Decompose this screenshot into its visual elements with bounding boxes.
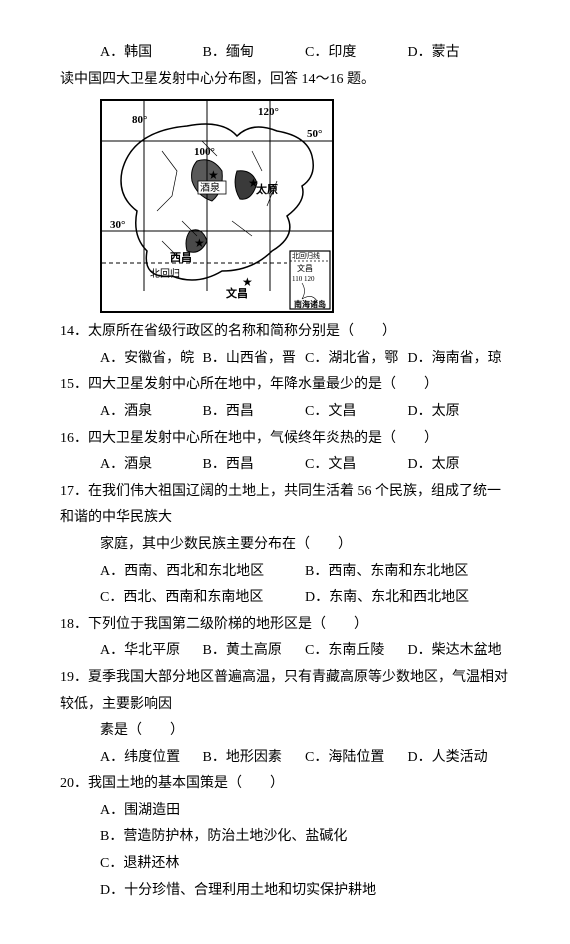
- q16-options: A．酒泉 B．西昌 C．文昌 D．太原: [60, 452, 510, 479]
- q19-opt-b: B．地形因素: [203, 745, 306, 772]
- map-lon120: 120°: [258, 106, 279, 118]
- q15-opt-d: D．太原: [408, 399, 511, 426]
- q19-opt-d: D．人类活动: [408, 745, 511, 772]
- q15-opt-a: A．酒泉: [100, 399, 203, 426]
- q18-opt-c: C．东南丘陵: [305, 638, 408, 665]
- map-xichang: 西昌: [170, 251, 192, 264]
- q13-opt-c: C．印度: [305, 40, 408, 67]
- q13-opt-d: D．蒙古: [408, 40, 511, 67]
- q13-opt-a: A．韩国: [100, 40, 203, 67]
- map-wenchang2: 文昌: [297, 263, 313, 273]
- q17-opt-b: B．西南、东南和东北地区: [305, 559, 510, 586]
- q17-opt-d: D．东南、东北和西北地区: [305, 585, 510, 612]
- q16-stem: 16．四大卫星发射中心所在地中，气候终年炎热的是（ ）: [60, 426, 510, 453]
- map-inset-l1: 110 120: [292, 275, 315, 283]
- q19-opt-c: C．海陆位置: [305, 745, 408, 772]
- svg-text:★: ★: [194, 236, 205, 250]
- map-nanhai: 南海诸岛: [294, 299, 326, 309]
- q14-stem: 14．太原所在省级行政区的名称和简称分别是（ ）: [60, 319, 510, 346]
- q18-opt-b: B．黄土高原: [203, 638, 306, 665]
- q19-stem2: 素是（ ）: [60, 718, 510, 745]
- q18-opt-d: D．柴达木盆地: [408, 638, 511, 665]
- q14-opt-d: D．海南省，琼: [408, 346, 511, 373]
- q19-stem1: 19．夏季我国大部分地区普遍高温，只有青藏高原等少数地区，气温相对较低，主要影响…: [60, 665, 510, 718]
- q20-opt-c: C．退耕还林: [100, 851, 510, 878]
- q19-options: A．纬度位置 B．地形因素 C．海陆位置 D．人类活动: [60, 745, 510, 772]
- map-taiyuan: 太原: [255, 182, 278, 196]
- map-lon100: 100°: [194, 146, 215, 158]
- q20-options: A．围湖造田 B．营造防护林，防治土地沙化、盐碱化 C．退耕还林 D．十分珍惜、…: [60, 798, 510, 904]
- q17-opt-c: C．西北、西南和东南地区: [100, 585, 305, 612]
- q17-row1: A．西南、西北和东北地区 B．西南、东南和东北地区: [60, 559, 510, 586]
- q15-stem: 15．四大卫星发射中心所在地中，年降水量最少的是（ ）: [60, 372, 510, 399]
- q15-opt-c: C．文昌: [305, 399, 408, 426]
- q16-opt-b: B．西昌: [203, 452, 306, 479]
- map-jiuquan: 酒泉: [200, 181, 220, 194]
- map-lat30: 30°: [110, 219, 125, 231]
- map-lat50: 50°: [307, 128, 322, 140]
- map-tropic2: 北回归线: [292, 251, 320, 260]
- q17-row2: C．西北、西南和东南地区 D．东南、东北和西北地区: [60, 585, 510, 612]
- q20-stem: 20．我国土地的基本国策是（ ）: [60, 771, 510, 798]
- q20-opt-d: D．十分珍惜、合理利用土地和切实保护耕地: [100, 878, 510, 905]
- q20-opt-b: B．营造防护林，防治土地沙化、盐碱化: [100, 824, 510, 851]
- q17-stem1: 17．在我们伟大祖国辽阔的土地上，共同生活着 56 个民族，组成了统一和谐的中华…: [60, 479, 510, 532]
- q16-opt-a: A．酒泉: [100, 452, 203, 479]
- q14-opt-b: B．山西省，晋: [203, 346, 306, 373]
- q14-opt-c: C．湖北省，鄂: [305, 346, 408, 373]
- q16-opt-d: D．太原: [408, 452, 511, 479]
- q14-options: A．安徽省，皖 B．山西省，晋 C．湖北省，鄂 D．海南省，琼: [60, 346, 510, 373]
- q17-opt-a: A．西南、西北和东北地区: [100, 559, 305, 586]
- map-lon80: 80°: [132, 114, 147, 126]
- q17-stem2: 家庭，其中少数民族主要分布在（ ）: [60, 532, 510, 559]
- map-wenchang: 文昌: [226, 286, 248, 300]
- q18-opt-a: A．华北平原: [100, 638, 203, 665]
- q20-opt-a: A．围湖造田: [100, 798, 510, 825]
- svg-text:★: ★: [208, 168, 219, 182]
- q16-opt-c: C．文昌: [305, 452, 408, 479]
- q13-opt-b: B．缅甸: [203, 40, 306, 67]
- svg-text:★: ★: [242, 275, 253, 289]
- q19-opt-a: A．纬度位置: [100, 745, 203, 772]
- china-map: ★ ★ ★ ★ 80° 100° 120° 50° 30° 酒泉 太原 西昌 文…: [100, 99, 334, 313]
- q15-options: A．酒泉 B．西昌 C．文昌 D．太原: [60, 399, 510, 426]
- q18-options: A．华北平原 B．黄土高原 C．东南丘陵 D．柴达木盆地: [60, 638, 510, 665]
- q14-opt-a: A．安徽省，皖: [100, 346, 203, 373]
- q15-opt-b: B．西昌: [203, 399, 306, 426]
- map-tropic: 北回归: [150, 267, 180, 280]
- q18-stem: 18．下列位于我国第二级阶梯的地形区是（ ）: [60, 612, 510, 639]
- map-intro: 读中国四大卫星发射中心分布图，回答 14～16 题。: [60, 67, 510, 94]
- q13-options: A．韩国 B．缅甸 C．印度 D．蒙古: [60, 40, 510, 67]
